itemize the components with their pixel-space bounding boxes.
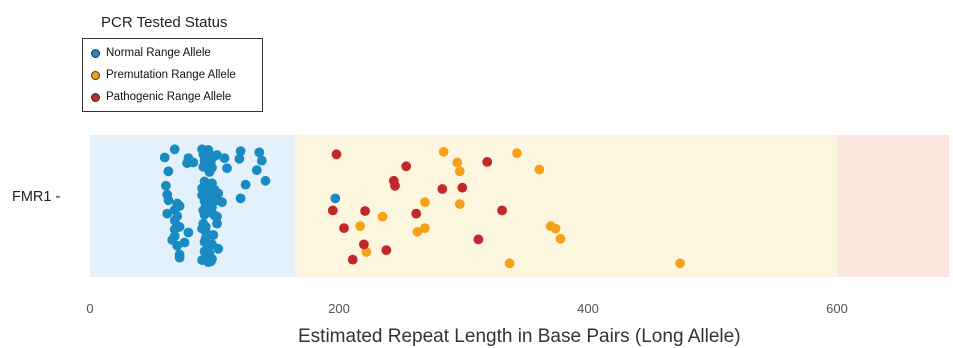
data-point-normal	[240, 179, 251, 190]
x-axis-title: Estimated Repeat Length in Base Pairs (L…	[298, 326, 741, 347]
data-point-normal	[161, 180, 171, 191]
data-point-premutation	[438, 146, 449, 157]
x-tick-label: 400	[577, 301, 599, 316]
data-point-premutation	[420, 197, 430, 208]
data-point-normal	[256, 155, 267, 166]
data-point-pathogenic	[359, 239, 369, 250]
data-point-normal	[169, 224, 180, 235]
legend-marker-pathogenic	[91, 92, 100, 102]
data-point-pathogenic	[457, 182, 468, 193]
data-point-pathogenic	[437, 184, 448, 194]
legend-title: PCR Tested Status	[101, 14, 228, 31]
x-tick-label: 200	[328, 301, 350, 316]
data-point-premutation	[420, 223, 430, 234]
data-point-normal	[163, 166, 174, 177]
data-point-pathogenic	[401, 161, 412, 172]
data-point-normal	[179, 237, 190, 248]
data-point-normal	[197, 183, 208, 194]
data-point-normal	[330, 193, 341, 204]
data-point-premutation	[361, 247, 372, 257]
range-band-premutation	[295, 135, 837, 277]
data-point-pathogenic	[347, 254, 358, 265]
data-point-normal	[159, 152, 170, 163]
data-point-normal	[213, 243, 224, 254]
data-point-normal	[208, 230, 219, 240]
data-point-pathogenic	[381, 245, 392, 256]
data-point-normal	[251, 165, 262, 176]
data-point-pathogenic	[331, 149, 342, 160]
data-point-premutation	[454, 199, 465, 210]
data-point-premutation	[534, 164, 545, 175]
data-point-normal	[172, 240, 183, 251]
data-point-pathogenic	[497, 205, 507, 216]
data-point-premutation	[504, 258, 515, 269]
data-point-normal	[174, 252, 185, 263]
data-point-normal	[162, 208, 173, 219]
data-point-normal	[163, 195, 174, 206]
legend: Normal Range Allele Premutation Range Al…	[82, 38, 263, 112]
data-point-premutation	[512, 148, 522, 159]
data-point-normal	[203, 257, 214, 267]
data-point-premutation	[675, 258, 685, 269]
data-point-pathogenic	[360, 206, 370, 216]
data-point-normal	[199, 209, 210, 220]
data-point-normal	[260, 175, 271, 186]
data-point-premutation	[555, 233, 566, 244]
data-point-normal	[212, 211, 222, 222]
data-point-normal	[204, 167, 215, 177]
data-point-normal	[212, 218, 222, 229]
legend-label-pathogenic: Pathogenic Range Allele	[106, 91, 232, 103]
data-point-pathogenic	[473, 234, 484, 245]
x-tick-label: 0	[86, 301, 93, 316]
data-point-premutation	[454, 166, 465, 177]
data-point-normal	[188, 157, 199, 168]
data-point-premutation	[452, 157, 463, 168]
legend-item-normal[interactable]: Normal Range Allele	[91, 45, 211, 61]
legend-item-premutation[interactable]: Premutation Range Allele	[91, 67, 236, 83]
data-point-normal	[235, 193, 246, 204]
data-point-pathogenic	[411, 208, 422, 219]
x-tick-label: 600	[826, 301, 848, 316]
data-point-pathogenic	[482, 157, 493, 167]
legend-label-normal: Normal Range Allele	[106, 47, 211, 59]
data-point-normal	[183, 227, 194, 238]
data-point-premutation	[377, 211, 388, 222]
data-point-premutation	[550, 223, 561, 234]
data-point-normal	[254, 147, 265, 158]
row-label-fmr1: FMR1 -	[12, 189, 61, 205]
legend-marker-normal	[91, 48, 100, 58]
legend-label-premutation: Premutation Range Allele	[106, 69, 236, 81]
data-point-pathogenic	[339, 223, 349, 234]
data-point-normal	[222, 163, 232, 174]
data-point-normal	[169, 144, 180, 155]
data-point-normal	[217, 197, 227, 208]
data-point-premutation	[355, 221, 366, 232]
data-point-normal	[234, 153, 245, 164]
data-point-pathogenic	[390, 180, 400, 191]
legend-marker-premutation	[91, 70, 100, 80]
data-point-pathogenic	[327, 205, 338, 216]
data-point-normal	[235, 146, 246, 157]
data-point-premutation	[412, 226, 423, 237]
data-point-normal	[219, 153, 230, 164]
legend-item-pathogenic[interactable]: Pathogenic Range Allele	[91, 89, 231, 105]
range-band-pathogenic	[837, 135, 950, 277]
